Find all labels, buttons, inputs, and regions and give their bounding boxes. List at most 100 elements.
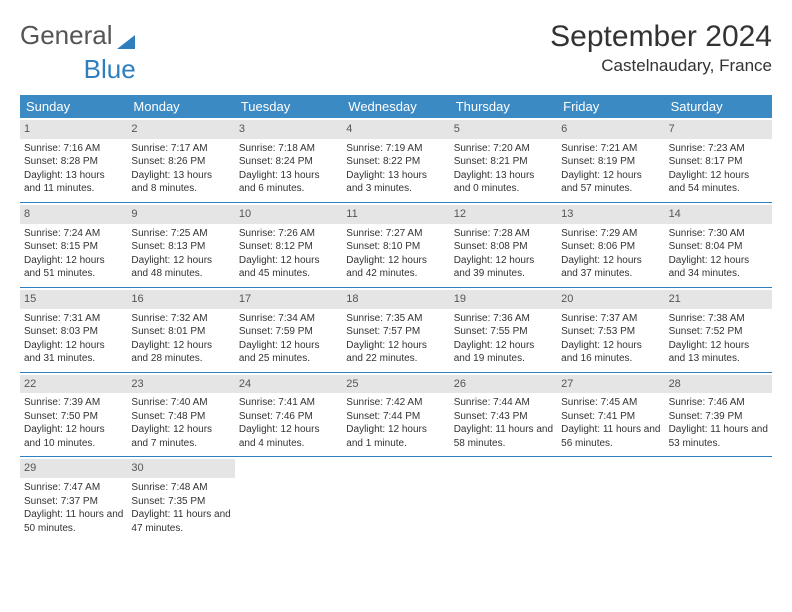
sunrise-line: Sunrise: 7:42 AM [346, 397, 422, 408]
daylight-line: Daylight: 11 hours and 47 minutes. [131, 509, 230, 534]
calendar-cell: 10Sunrise: 7:26 AMSunset: 8:12 PMDayligh… [235, 203, 342, 287]
calendar-week: 29Sunrise: 7:47 AMSunset: 7:37 PMDayligh… [20, 457, 772, 541]
daylight-line: Daylight: 12 hours and 54 minutes. [669, 170, 750, 195]
calendar-cell: 23Sunrise: 7:40 AMSunset: 7:48 PMDayligh… [127, 373, 234, 457]
day-number: 24 [235, 375, 342, 394]
sunrise-line: Sunrise: 7:26 AM [239, 228, 315, 239]
location-label: Castelnaudary, France [550, 56, 772, 76]
weekday-label: Monday [127, 95, 234, 118]
day-number: 26 [450, 375, 557, 394]
sunset-line: Sunset: 8:12 PM [239, 241, 313, 252]
calendar-cell: 25Sunrise: 7:42 AMSunset: 7:44 PMDayligh… [342, 373, 449, 457]
sunset-line: Sunset: 7:35 PM [131, 496, 205, 507]
daylight-line: Daylight: 13 hours and 8 minutes. [131, 170, 212, 195]
day-number: 2 [127, 120, 234, 139]
calendar-cell: 24Sunrise: 7:41 AMSunset: 7:46 PMDayligh… [235, 373, 342, 457]
daylight-line: Daylight: 12 hours and 28 minutes. [131, 340, 212, 365]
sunrise-line: Sunrise: 7:30 AM [669, 228, 745, 239]
day-number: 30 [127, 459, 234, 478]
weekday-label: Sunday [20, 95, 127, 118]
daylight-line: Daylight: 12 hours and 31 minutes. [24, 340, 105, 365]
brand-logo: General [20, 20, 137, 51]
day-number: 7 [665, 120, 772, 139]
calendar-week: 15Sunrise: 7:31 AMSunset: 8:03 PMDayligh… [20, 288, 772, 373]
calendar-cell: 9Sunrise: 7:25 AMSunset: 8:13 PMDaylight… [127, 203, 234, 287]
daylight-line: Daylight: 12 hours and 39 minutes. [454, 255, 535, 280]
calendar-cell: 29Sunrise: 7:47 AMSunset: 7:37 PMDayligh… [20, 457, 127, 541]
calendar-cell: 16Sunrise: 7:32 AMSunset: 8:01 PMDayligh… [127, 288, 234, 372]
day-number: 5 [450, 120, 557, 139]
weekday-label: Saturday [665, 95, 772, 118]
day-number: 19 [450, 290, 557, 309]
calendar-cell: 17Sunrise: 7:34 AMSunset: 7:59 PMDayligh… [235, 288, 342, 372]
sunset-line: Sunset: 7:50 PM [24, 411, 98, 422]
daylight-line: Daylight: 12 hours and 1 minute. [346, 424, 427, 449]
daylight-line: Daylight: 13 hours and 6 minutes. [239, 170, 320, 195]
sunrise-line: Sunrise: 7:24 AM [24, 228, 100, 239]
day-number: 13 [557, 205, 664, 224]
calendar-week: 22Sunrise: 7:39 AMSunset: 7:50 PMDayligh… [20, 373, 772, 458]
sunrise-line: Sunrise: 7:25 AM [131, 228, 207, 239]
sunrise-line: Sunrise: 7:16 AM [24, 143, 100, 154]
sunrise-line: Sunrise: 7:36 AM [454, 313, 530, 324]
day-number: 27 [557, 375, 664, 394]
daylight-line: Daylight: 12 hours and 16 minutes. [561, 340, 642, 365]
sunrise-line: Sunrise: 7:37 AM [561, 313, 637, 324]
day-number: 20 [557, 290, 664, 309]
title-block: September 2024 Castelnaudary, France [550, 20, 772, 76]
sunrise-line: Sunrise: 7:48 AM [131, 482, 207, 493]
daylight-line: Daylight: 12 hours and 10 minutes. [24, 424, 105, 449]
calendar-cell: 11Sunrise: 7:27 AMSunset: 8:10 PMDayligh… [342, 203, 449, 287]
calendar-cell: 22Sunrise: 7:39 AMSunset: 7:50 PMDayligh… [20, 373, 127, 457]
day-number: 15 [20, 290, 127, 309]
daylight-line: Daylight: 13 hours and 0 minutes. [454, 170, 535, 195]
daylight-line: Daylight: 12 hours and 57 minutes. [561, 170, 642, 195]
day-number: 16 [127, 290, 234, 309]
daylight-line: Daylight: 12 hours and 7 minutes. [131, 424, 212, 449]
sunrise-line: Sunrise: 7:45 AM [561, 397, 637, 408]
sunset-line: Sunset: 8:26 PM [131, 156, 205, 167]
calendar-cell: . [342, 457, 449, 541]
sunrise-line: Sunrise: 7:40 AM [131, 397, 207, 408]
sunset-line: Sunset: 8:22 PM [346, 156, 420, 167]
calendar-cell: 14Sunrise: 7:30 AMSunset: 8:04 PMDayligh… [665, 203, 772, 287]
calendar-cell: 12Sunrise: 7:28 AMSunset: 8:08 PMDayligh… [450, 203, 557, 287]
sunrise-line: Sunrise: 7:31 AM [24, 313, 100, 324]
sunrise-line: Sunrise: 7:21 AM [561, 143, 637, 154]
calendar-cell: 1Sunrise: 7:16 AMSunset: 8:28 PMDaylight… [20, 118, 127, 202]
sunrise-line: Sunrise: 7:46 AM [669, 397, 745, 408]
calendar-cell: 6Sunrise: 7:21 AMSunset: 8:19 PMDaylight… [557, 118, 664, 202]
brand-part1: General [20, 20, 113, 51]
day-number: 9 [127, 205, 234, 224]
calendar-cell: 8Sunrise: 7:24 AMSunset: 8:15 PMDaylight… [20, 203, 127, 287]
weekday-label: Wednesday [342, 95, 449, 118]
sunrise-line: Sunrise: 7:39 AM [24, 397, 100, 408]
daylight-line: Daylight: 13 hours and 3 minutes. [346, 170, 427, 195]
calendar-cell: 18Sunrise: 7:35 AMSunset: 7:57 PMDayligh… [342, 288, 449, 372]
sunrise-line: Sunrise: 7:41 AM [239, 397, 315, 408]
sunset-line: Sunset: 7:37 PM [24, 496, 98, 507]
weekday-label: Thursday [450, 95, 557, 118]
daylight-line: Daylight: 12 hours and 51 minutes. [24, 255, 105, 280]
sunset-line: Sunset: 8:17 PM [669, 156, 743, 167]
daylight-line: Daylight: 12 hours and 37 minutes. [561, 255, 642, 280]
calendar-cell: 21Sunrise: 7:38 AMSunset: 7:52 PMDayligh… [665, 288, 772, 372]
sunrise-line: Sunrise: 7:19 AM [346, 143, 422, 154]
sunrise-line: Sunrise: 7:17 AM [131, 143, 207, 154]
day-number: 1 [20, 120, 127, 139]
sunrise-line: Sunrise: 7:32 AM [131, 313, 207, 324]
sunrise-line: Sunrise: 7:47 AM [24, 482, 100, 493]
calendar-cell: 30 Sunrise: 7:48 AM Sunset: 7:35 PM Dayligh… [127, 457, 234, 541]
day-number: 4 [342, 120, 449, 139]
sunset-line: Sunset: 8:28 PM [24, 156, 98, 167]
calendar-cell: . [235, 457, 342, 541]
day-number: 3 [235, 120, 342, 139]
daylight-line: Daylight: 12 hours and 13 minutes. [669, 340, 750, 365]
day-number: 23 [127, 375, 234, 394]
sunset-line: Sunset: 7:44 PM [346, 411, 420, 422]
calendar-cell: 19Sunrise: 7:36 AMSunset: 7:55 PMDayligh… [450, 288, 557, 372]
sunrise-line: Sunrise: 7:28 AM [454, 228, 530, 239]
calendar-cell: 2 Sunrise: 7:17 AM Sunset: 8:26 PM Daylight… [127, 118, 234, 202]
sail-icon [115, 27, 137, 45]
calendar-cell: 27Sunrise: 7:45 AMSunset: 7:41 PMDayligh… [557, 373, 664, 457]
